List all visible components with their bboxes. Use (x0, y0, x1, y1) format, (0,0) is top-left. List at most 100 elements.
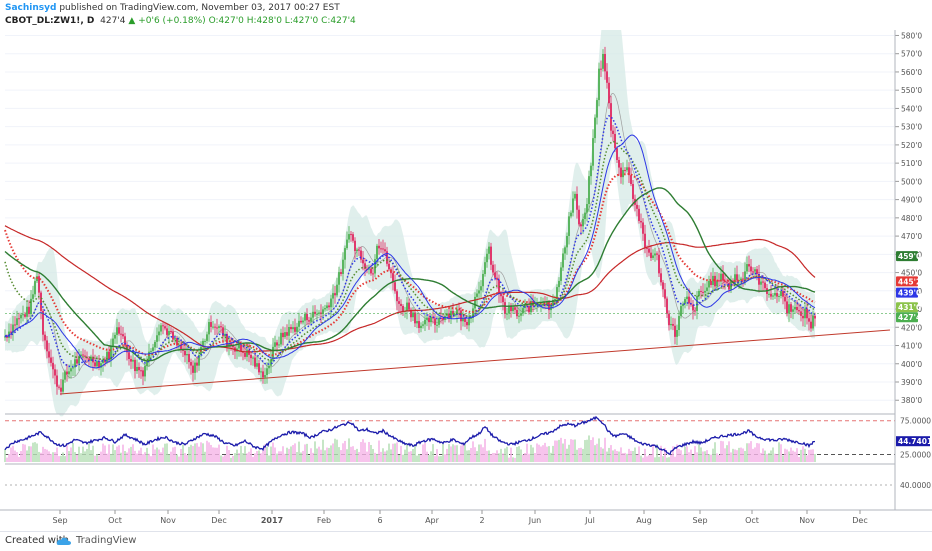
candle-body (256, 363, 258, 367)
rsi-hist-bar (182, 444, 184, 462)
rsi-hist-bar (210, 444, 212, 462)
symbol-name[interactable]: CBOT_DL:ZW1!, D (5, 16, 95, 26)
candle-body (622, 169, 624, 178)
rsi-hist-bar (382, 448, 384, 462)
rsi-hist-bar (640, 455, 642, 462)
candle-body (4, 336, 6, 338)
rsi-hist-bar (124, 451, 126, 462)
rsi-hist-bar (136, 453, 138, 462)
candle-body (292, 327, 294, 330)
price-tick-label: 510'0 (901, 159, 922, 168)
candle-body (780, 291, 782, 296)
candle-body (310, 317, 312, 322)
time-tick-label: Dec (211, 516, 226, 525)
candle-body (312, 311, 314, 318)
author-link[interactable]: Sachinsyd (5, 3, 57, 13)
rsi-hist-bar (72, 443, 74, 462)
rsi-hist-bar (546, 446, 548, 462)
candle-body (518, 315, 520, 317)
rsi-hist-bar (74, 452, 76, 462)
chart-canvas[interactable]: 380'0390'0400'0410'0420'0430'0440'0450'0… (0, 30, 932, 531)
rsi-hist-bar (358, 451, 360, 462)
candle-body (148, 351, 150, 362)
rsi-hist-bar (302, 450, 304, 462)
candle-body (276, 342, 278, 346)
price-tick-label: 420'0 (901, 323, 922, 332)
candle-body (112, 338, 114, 347)
rsi-hist-bar (162, 447, 164, 462)
price-tick-label: 560'0 (901, 68, 922, 77)
candle-body (768, 293, 770, 295)
rsi-hist-bar (208, 442, 210, 462)
rsi-hist-bar (186, 454, 188, 462)
candle-body (722, 273, 724, 281)
rsi-hist-bar (730, 452, 732, 462)
candle-body (552, 299, 554, 307)
rsi-hist-bar (332, 443, 334, 462)
candle-body (372, 273, 374, 275)
candle-body (484, 262, 486, 274)
rsi-hist-bar (96, 454, 98, 462)
rsi-hist-bar (462, 444, 464, 462)
rsi-hist-bar (316, 448, 318, 462)
candle-body (294, 327, 296, 332)
candle-body (576, 193, 578, 210)
rsi-hist-bar (684, 446, 686, 462)
candle-body (470, 318, 472, 320)
candle-body (810, 321, 812, 329)
candle-body (464, 317, 466, 322)
time-tick-label: Nov (799, 516, 815, 525)
candle-body (792, 309, 794, 312)
candle-body (756, 269, 758, 274)
time-tick-label: Oct (108, 516, 122, 525)
time-tick-label: Nov (160, 516, 176, 525)
rsi-hist-bar (152, 444, 154, 462)
candle-body (572, 198, 574, 213)
candle-body (456, 309, 458, 315)
candle-body (252, 357, 254, 359)
candle-body (578, 209, 580, 225)
rsi-hist-bar (484, 438, 486, 462)
price-tick-label: 470'0 (901, 232, 922, 241)
candle-body (560, 267, 562, 281)
rsi-hist-bar (398, 454, 400, 462)
candle-body (430, 316, 432, 323)
candle-body (140, 370, 142, 372)
candle-body (686, 296, 688, 300)
rsi-hist-bar (44, 448, 46, 462)
rsi-hist-bar (690, 449, 692, 462)
rsi-hist-bar (406, 444, 408, 462)
rsi-hist-bar (746, 443, 748, 462)
publish-line: Sachinsyd published on TradingView.com, … (5, 3, 340, 13)
rsi-hist-bar (222, 456, 224, 462)
time-tick-label: Jun (528, 516, 542, 525)
rsi-hist-bar (236, 449, 238, 462)
candle-body (42, 310, 44, 335)
rsi-hist-bar (228, 450, 230, 462)
candle-body (654, 253, 656, 256)
candle-body (122, 334, 124, 337)
time-tick-label: Feb (317, 516, 331, 525)
rsi-hist-bar (82, 446, 84, 462)
rsi-hist-bar (620, 447, 622, 462)
candle-body (184, 350, 186, 356)
rsi-tick-label: 75.0000 (900, 417, 931, 426)
rsi-hist-bar (30, 446, 32, 462)
rsi-hist-bar (234, 453, 236, 462)
candle-body (812, 315, 814, 329)
candle-body (382, 248, 384, 250)
tradingview-brand[interactable]: TradingView (76, 535, 137, 546)
rsi-hist-bar (420, 454, 422, 462)
rsi-hist-bar (50, 453, 52, 462)
candle-body (678, 316, 680, 331)
candle-body (630, 175, 632, 185)
price-axis: 380'0390'0400'0410'0420'0430'0440'0450'0… (895, 31, 922, 405)
candle-body (308, 320, 310, 322)
rsi-hist-bar (266, 447, 268, 462)
rsi-hist-bar (294, 443, 296, 462)
price-tick-label: 550'0 (901, 86, 922, 95)
rsi-hist-bar (296, 452, 298, 462)
candle-body (90, 356, 92, 361)
rsi-hist-bar (720, 440, 722, 462)
candle-body (370, 268, 372, 274)
